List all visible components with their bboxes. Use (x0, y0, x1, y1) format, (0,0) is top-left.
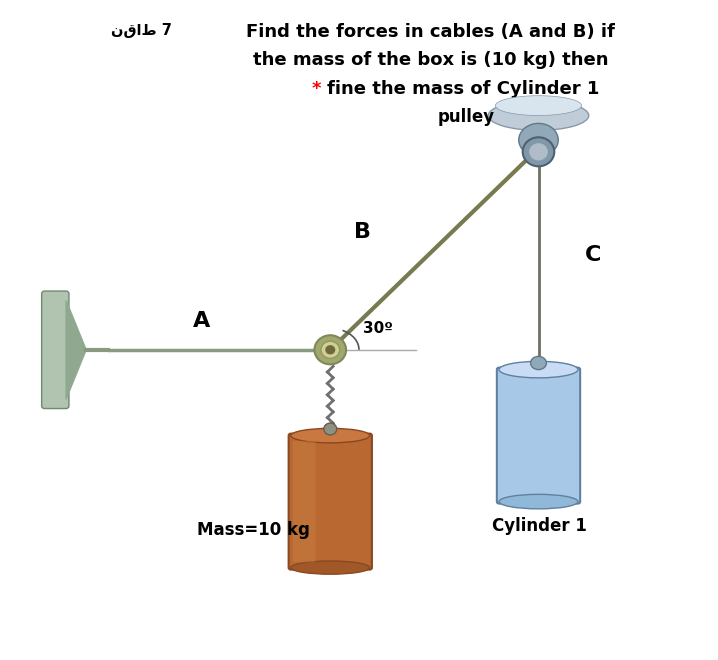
Circle shape (523, 137, 554, 166)
Ellipse shape (291, 428, 370, 443)
Text: C: C (585, 245, 602, 265)
Circle shape (314, 335, 346, 364)
Circle shape (530, 144, 547, 160)
Ellipse shape (488, 100, 589, 131)
Ellipse shape (531, 356, 546, 370)
Text: *: * (312, 80, 328, 98)
Ellipse shape (324, 423, 337, 435)
FancyBboxPatch shape (497, 368, 580, 504)
Ellipse shape (518, 123, 559, 156)
Text: Find the forces in cables (A and B) if: Find the forces in cables (A and B) if (246, 23, 615, 41)
Text: Cylinder 1: Cylinder 1 (492, 517, 587, 535)
Text: B: B (354, 222, 371, 242)
Text: the mass of the box is (10 kg) then: the mass of the box is (10 kg) then (253, 51, 609, 69)
Ellipse shape (499, 494, 578, 509)
Text: A: A (192, 311, 210, 331)
Text: fine the mass of Cylinder 1: fine the mass of Cylinder 1 (327, 80, 599, 98)
Circle shape (321, 341, 340, 358)
FancyBboxPatch shape (289, 434, 372, 570)
Ellipse shape (499, 362, 578, 378)
Polygon shape (66, 300, 86, 399)
FancyBboxPatch shape (42, 291, 69, 409)
Ellipse shape (495, 96, 582, 115)
Circle shape (326, 346, 335, 354)
Text: 30º: 30º (363, 321, 393, 337)
Text: pulley: pulley (438, 108, 495, 126)
Text: نقاط 7: نقاط 7 (111, 23, 172, 38)
Text: Mass=10 kg: Mass=10 kg (197, 521, 310, 539)
FancyBboxPatch shape (293, 441, 315, 562)
Ellipse shape (291, 561, 370, 574)
